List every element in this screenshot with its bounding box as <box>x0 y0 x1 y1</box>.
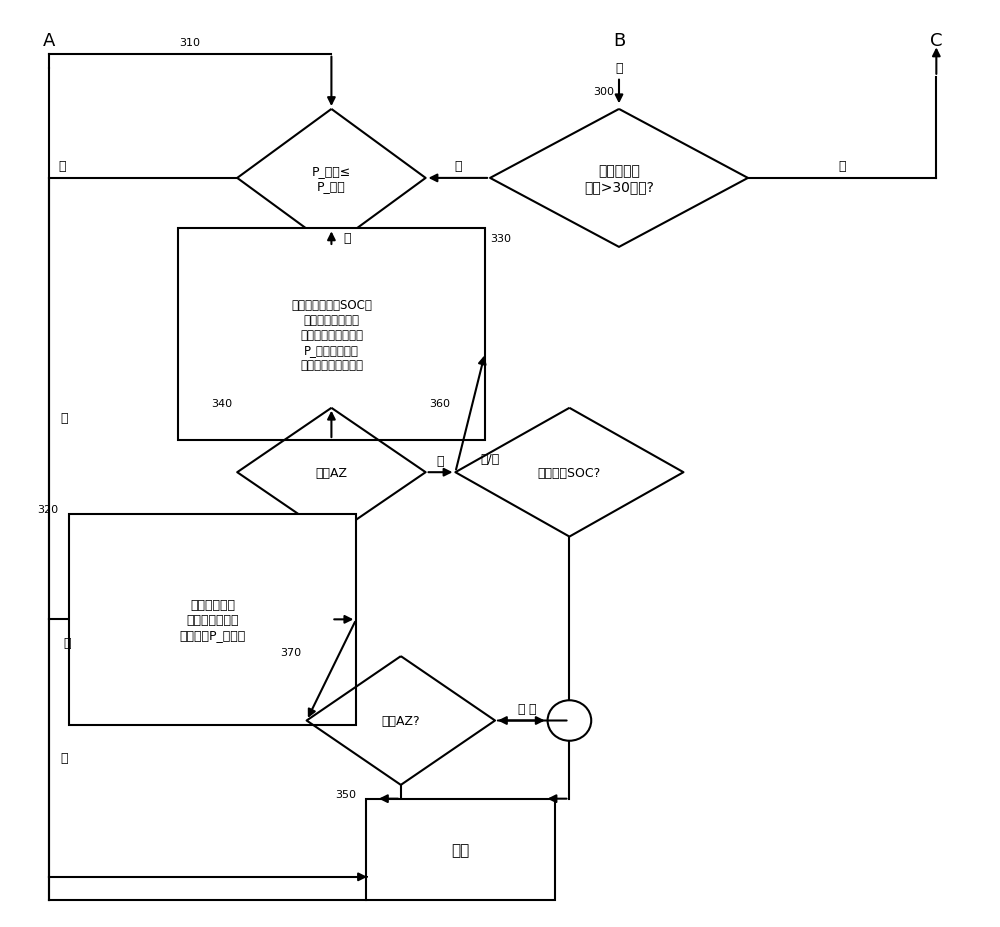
Text: 否: 否 <box>59 160 66 173</box>
Text: 否: 否 <box>61 411 68 424</box>
Text: 立即空气调节
（以需要的空气
调节功率P_空调）: 立即空气调节 （以需要的空气 调节功率P_空调） <box>179 598 246 641</box>
Text: 360: 360 <box>429 399 450 409</box>
Bar <box>178 229 485 440</box>
Text: 是: 是 <box>528 703 536 716</box>
Text: 320: 320 <box>38 504 59 514</box>
Bar <box>366 799 555 900</box>
Text: 在开车时间
之前>30分钟?: 在开车时间 之前>30分钟? <box>584 164 654 194</box>
Text: 是: 是 <box>343 232 351 245</box>
Text: 达到AZ: 达到AZ <box>315 466 347 479</box>
Text: 否: 否 <box>615 62 623 75</box>
Text: 否: 否 <box>437 454 444 467</box>
Text: A: A <box>43 32 55 50</box>
Text: 达到目标SOC?: 达到目标SOC? <box>538 466 601 479</box>
Text: P_空调≤
P_电网: P_空调≤ P_电网 <box>312 165 351 193</box>
Text: 是: 是 <box>64 636 71 649</box>
Text: 只要未达到目标SOC，
立即空气调节（以
需要的空气调节功率
P_空调）和充电
（利用多余的功率）: 只要未达到目标SOC， 立即空气调节（以 需要的空气调节功率 P_空调）和充电 … <box>291 298 372 372</box>
Text: 350: 350 <box>335 789 356 799</box>
Text: 是/否: 是/否 <box>480 452 500 465</box>
Bar <box>69 514 356 725</box>
Text: 370: 370 <box>281 647 302 657</box>
Text: 300: 300 <box>593 86 614 96</box>
Circle shape <box>548 701 591 741</box>
Text: 是: 是 <box>518 703 525 716</box>
Text: 340: 340 <box>211 399 232 409</box>
Text: B: B <box>613 32 625 50</box>
Text: 否: 否 <box>454 160 462 173</box>
Text: 追随: 追随 <box>451 842 469 857</box>
Text: 330: 330 <box>490 234 511 244</box>
Text: 达到AZ?: 达到AZ? <box>382 714 420 727</box>
Text: 是: 是 <box>61 751 68 764</box>
Text: 310: 310 <box>180 38 201 48</box>
Text: C: C <box>930 32 943 50</box>
Text: 是: 是 <box>838 160 846 173</box>
